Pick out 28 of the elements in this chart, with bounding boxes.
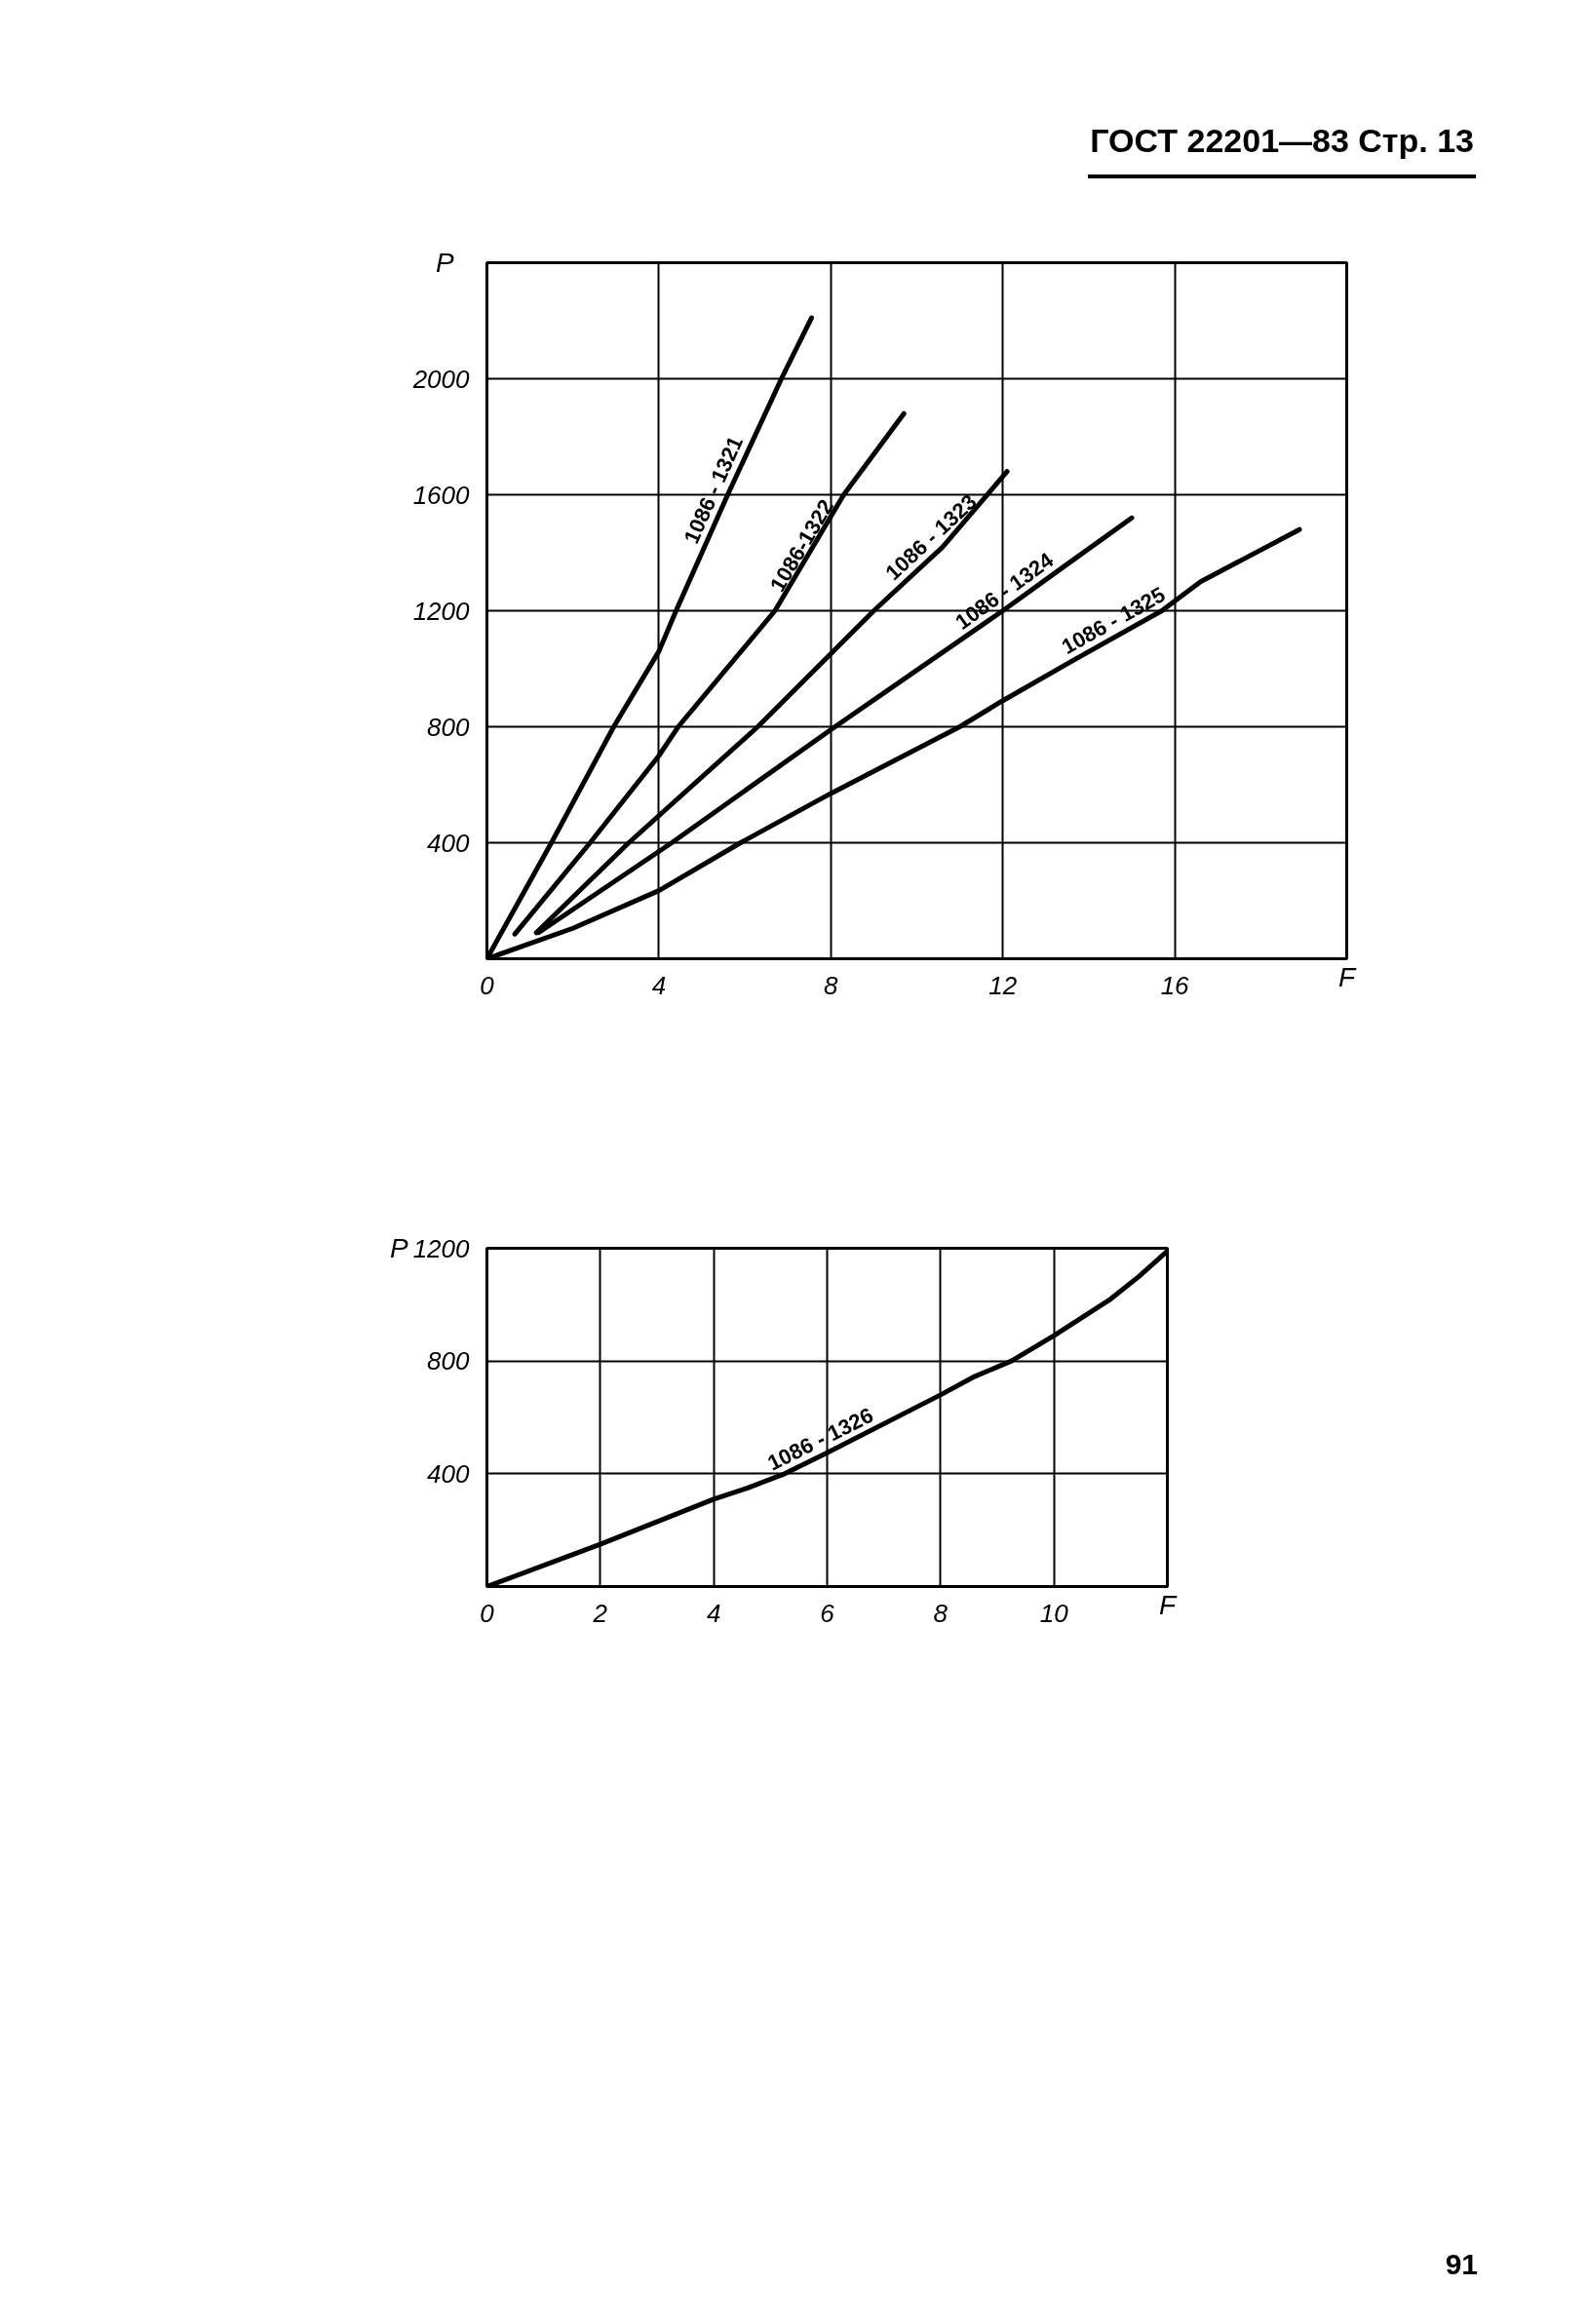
y-axis-title: P <box>435 248 454 278</box>
x-tick-label: 10 <box>1039 1598 1069 1628</box>
x-tick-label: 6 <box>820 1598 835 1628</box>
text: 91 <box>1445 2248 1478 2280</box>
y-tick-label: 2000 <box>411 364 471 394</box>
x-tick-label: 8 <box>933 1598 949 1628</box>
y-tick-label: 1200 <box>412 1233 471 1263</box>
y-axis-title: P <box>389 1233 408 1263</box>
x-axis-title: F <box>1337 961 1357 992</box>
y-tick-label: 400 <box>427 1458 471 1489</box>
y-tick-label: 800 <box>427 712 471 742</box>
text: 1086 - 1326 <box>763 1402 877 1476</box>
text: 1086 - 1321 <box>678 432 749 548</box>
y-tick-label: 1200 <box>412 596 471 626</box>
x-tick-label: 8 <box>824 970 839 1000</box>
x-tick-label: 4 <box>706 1598 721 1628</box>
x-tick-label: 0 <box>480 970 495 1000</box>
x-tick-label: 12 <box>988 970 1018 1000</box>
y-tick-label: 800 <box>427 1346 471 1376</box>
text: ГОСТ 22201—83 Стр. 13 <box>1088 117 1476 178</box>
x-axis-title: F <box>1158 1589 1178 1620</box>
y-tick-label: 400 <box>427 828 471 858</box>
x-tick-label: 0 <box>480 1598 495 1628</box>
x-tick-label: 4 <box>651 970 667 1000</box>
y-tick-label: 1600 <box>412 480 471 510</box>
x-tick-label: 16 <box>1160 970 1190 1000</box>
text: 1086 - 1325 <box>1057 582 1170 660</box>
x-tick-label: 2 <box>592 1598 608 1628</box>
